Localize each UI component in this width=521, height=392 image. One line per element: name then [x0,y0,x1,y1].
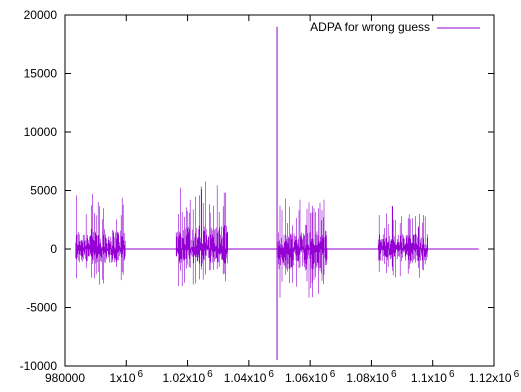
y-tick-label: 5000 [30,184,57,198]
x-tick-label: 1.02x10 6 [162,369,213,385]
x-tick-label-base: 1x10 [109,371,135,385]
legend-label: ADPA for wrong guess [310,20,430,34]
x-tick-label-base: 1.1x10 [411,371,447,385]
y-tick-label: 15000 [24,67,58,81]
burst-trace [377,205,428,278]
x-tick-label-base: 980000 [45,371,85,385]
signal-burst [277,198,328,298]
y-tick-label: -5000 [26,301,57,315]
x-tick-label-base: 1.08x10 [346,371,389,385]
legend: ADPA for wrong guess [310,20,480,34]
x-tick-label-base: 1.04x10 [224,371,267,385]
x-tick-label-exponent: 6 [268,369,274,380]
x-tick-label-exponent: 6 [449,369,455,380]
burst-trace [277,198,328,298]
x-tick-label-exponent: 6 [330,369,336,380]
y-tick-label: 10000 [24,125,58,139]
x-tick-label: 1.08x10 6 [346,369,397,385]
signal-burst [175,181,228,287]
x-tick-label-base: 1.06x10 [285,371,328,385]
y-tick-label: 0 [50,242,57,256]
series-layer [75,26,479,361]
x-tick-label: 980000 [45,371,85,385]
x-tick-label-base: 1.12x10 [469,371,512,385]
tick-labels: -10000 -5000 0 5000 10000 15000 20000 980000 1x1… [20,8,520,385]
burst-trace [75,193,126,285]
x-tick-label-exponent: 6 [207,369,213,380]
x-tick-label-base: 1.02x10 [162,371,205,385]
x-tick-label-exponent: 6 [514,369,520,380]
x-tick-label-exponent: 6 [391,369,397,380]
signal-burst [75,193,126,285]
x-tick-label: 1.12x10 6 [469,369,520,385]
plot-frame [64,14,495,367]
x-tick-label: 1x10 6 [109,369,143,385]
y-tick-label: -10000 [20,359,58,373]
signal-burst [377,205,428,278]
x-tick-label-exponent: 6 [138,369,144,380]
x-tick-label: 1.1x10 6 [411,369,455,385]
ticks-layer [65,15,494,366]
x-tick-label: 1.04x10 6 [224,369,275,385]
y-tick-label: 20000 [24,8,58,22]
burst-trace [175,181,228,287]
x-tick-label: 1.06x10 6 [285,369,336,385]
